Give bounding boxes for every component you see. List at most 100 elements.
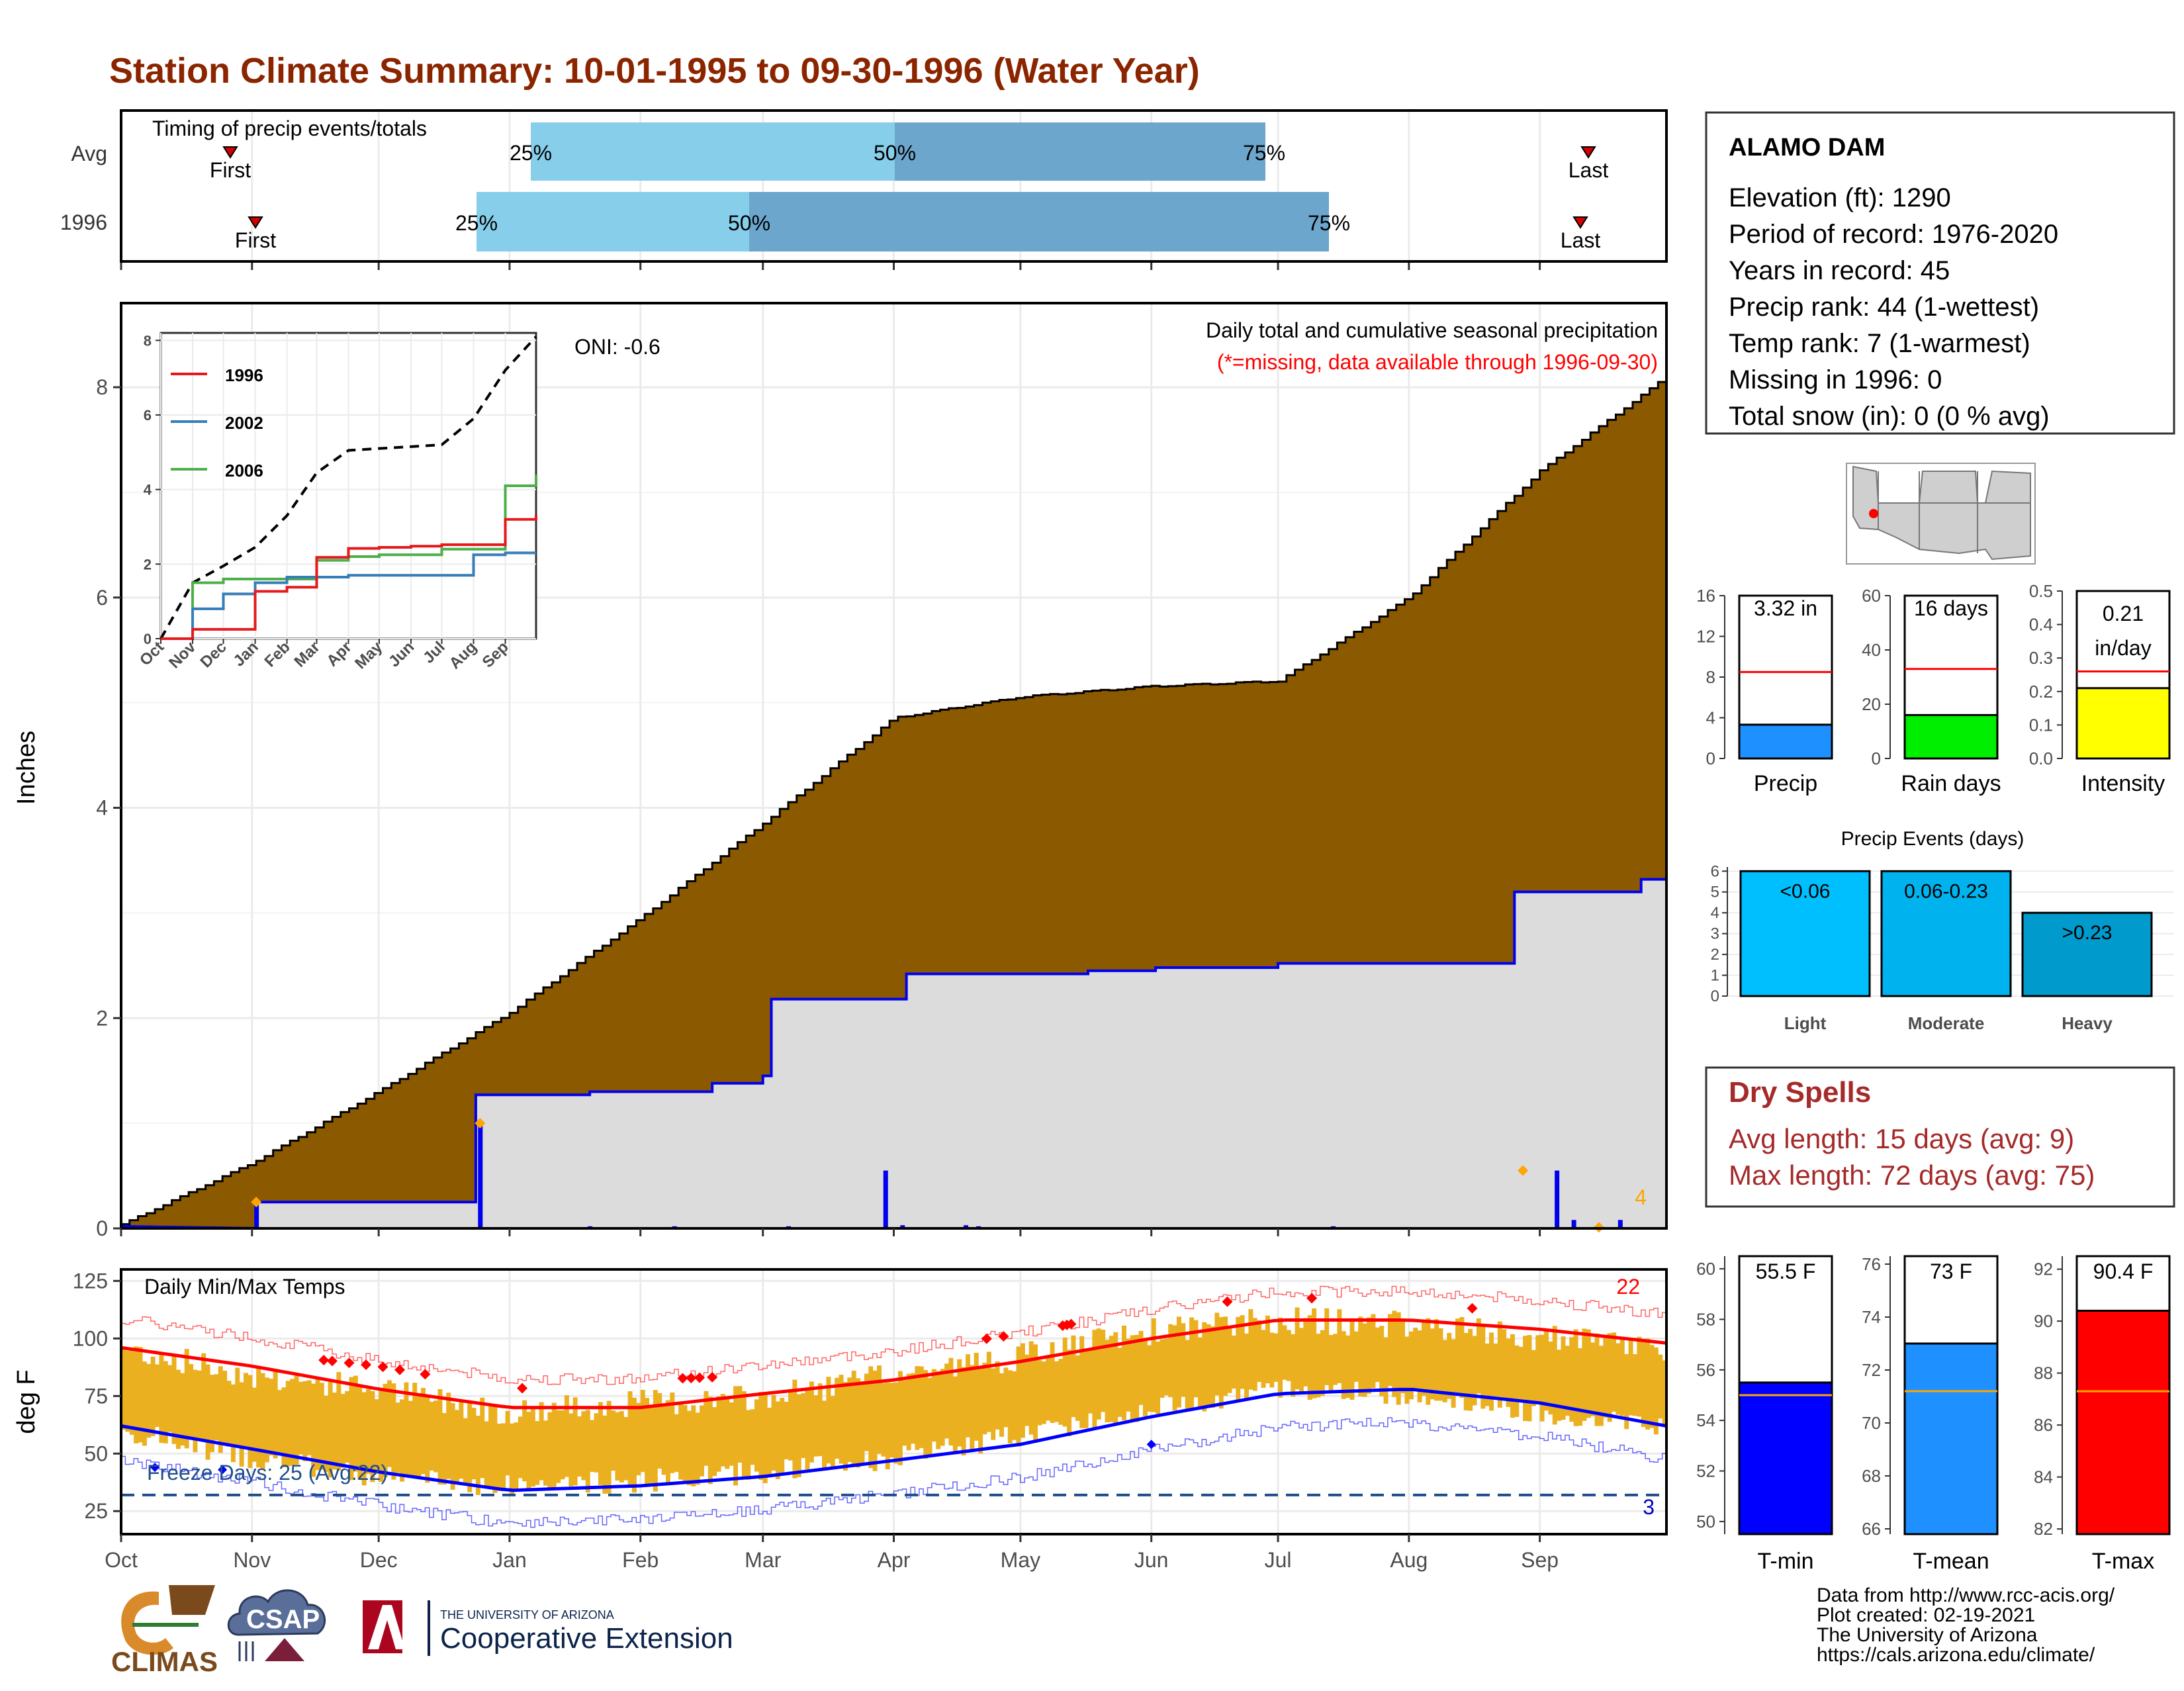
daily-temp-bar	[193, 1369, 198, 1453]
daily-temp-bar	[1303, 1318, 1308, 1387]
summary-bar-tick: 56	[1696, 1360, 1715, 1380]
daily-temp-bar	[1594, 1333, 1600, 1426]
daily-temp-bar	[1358, 1316, 1363, 1396]
station-line: Precip rank: 44 (1-wettest)	[1729, 293, 2039, 322]
summary-bar-value	[1738, 723, 1833, 760]
timing-label: Timing of precip events/totals	[152, 116, 427, 140]
daily-precip-bar	[883, 1170, 888, 1228]
summary-bar-tick: 86	[2034, 1415, 2053, 1435]
daily-temp-bar	[725, 1397, 730, 1469]
daily-temp-bar	[256, 1367, 261, 1468]
daily-temp-bar	[1160, 1339, 1165, 1398]
daily-temp-bar	[281, 1387, 287, 1467]
summary-bar-tick: 82	[2034, 1519, 2053, 1539]
daily-temp-bar	[572, 1397, 578, 1486]
daily-temp-bar	[1379, 1326, 1385, 1396]
dry-spells-title: Dry Spells	[1729, 1076, 1871, 1109]
precip-ytick: 4	[96, 796, 108, 820]
daily-temp-bar	[121, 1348, 126, 1430]
record-low-line	[121, 1417, 1666, 1528]
temp-ytick: 100	[73, 1326, 108, 1350]
daily-temp-bar	[1075, 1355, 1080, 1421]
daily-precip-bar	[1617, 1220, 1623, 1228]
event-bar	[1880, 870, 2012, 997]
daily-temp-bar	[450, 1403, 455, 1490]
daily-temp-bar	[931, 1369, 936, 1442]
daily-temp-bar	[991, 1368, 996, 1440]
daily-temp-bar	[995, 1361, 1000, 1430]
summary-bar-label: T-mean	[1913, 1549, 1989, 1574]
event-bar	[1739, 870, 1871, 997]
daily-temp-bar	[1020, 1343, 1025, 1438]
daily-temp-bar	[1218, 1317, 1224, 1409]
daily-temp-bar	[758, 1392, 764, 1481]
daily-temp-bar	[948, 1357, 954, 1446]
daily-temp-bar	[1105, 1340, 1110, 1423]
record-high-marker	[420, 1369, 431, 1380]
record-high-marker	[686, 1373, 697, 1384]
daily-temp-bar	[1223, 1316, 1228, 1396]
record-high-marker	[1222, 1296, 1233, 1307]
daily-temp-bar	[1138, 1331, 1144, 1405]
daily-temp-bar	[649, 1405, 654, 1486]
daily-temp-bar	[801, 1393, 806, 1459]
record-high-marker	[1066, 1318, 1077, 1330]
daily-temp-bar	[678, 1402, 684, 1480]
summary-bar-value	[2075, 687, 2171, 760]
daily-temp-bar	[881, 1383, 886, 1457]
record-low-marker	[150, 1463, 160, 1473]
freeze-days-count: 3	[1643, 1495, 1655, 1519]
locator-map	[1846, 463, 2036, 565]
daily-temp-bar	[1362, 1323, 1367, 1397]
events-ytick: 0	[1711, 987, 1719, 1005]
summary-bar-tick: 16	[1696, 586, 1715, 606]
record-high-marker	[981, 1333, 992, 1344]
summary-bar-label: T-max	[2092, 1549, 2154, 1574]
daily-temp-bar	[459, 1401, 464, 1479]
event-bar	[2021, 911, 2153, 997]
inset-ytick: 6	[144, 407, 152, 424]
daily-temp-bar	[1282, 1325, 1287, 1380]
daily-temp-bar	[1142, 1339, 1148, 1416]
daily-temp-bar	[1603, 1338, 1608, 1418]
daily-temp-bar	[1261, 1330, 1266, 1388]
month-tick: Sep	[1521, 1548, 1559, 1572]
daily-temp-bar	[1557, 1349, 1562, 1421]
daily-temp-bar	[264, 1377, 269, 1463]
dry-spells-box: Dry Spells Avg length: 15 days (avg: 9) …	[1705, 1066, 2175, 1208]
daily-temp-bar	[251, 1387, 257, 1462]
daily-temp-bar	[986, 1351, 991, 1432]
daily-temp-bar	[564, 1395, 569, 1477]
timing-1996-p25: 25%	[455, 211, 498, 235]
temp-label: Daily Min/Max Temps	[144, 1275, 345, 1299]
summary-bar-tick: 40	[1862, 640, 1881, 660]
page-title: Station Climate Summary: 10-01-1995 to 0…	[109, 51, 1200, 91]
temp-panel: 25 50 75 100 125 Oct Nov Dec Jan Feb Mar Apr May Jun…	[13, 1268, 1668, 1572]
daily-temp-bar	[433, 1400, 439, 1473]
daily-temp-bar	[345, 1391, 350, 1463]
summary-bar-tick: 84	[2034, 1467, 2053, 1487]
daily-temp-bar	[1028, 1341, 1034, 1435]
daily-temp-bar	[340, 1394, 345, 1468]
daily-temp-bar	[788, 1389, 793, 1461]
daily-temp-bar	[952, 1376, 958, 1453]
inset-ytick: 2	[144, 556, 152, 572]
daily-temp-bar	[492, 1406, 498, 1493]
precip-panel: 0 2 4 6 8 Inches ONI: -0.6 Daily total and c…	[13, 302, 1668, 1240]
precip-ytick: 6	[96, 586, 108, 610]
daily-temp-bar	[1615, 1343, 1621, 1415]
summary-bar-tick: 58	[1696, 1309, 1715, 1329]
daily-temp-bar	[1367, 1317, 1372, 1394]
month-tick: Oct	[105, 1548, 138, 1572]
daily-temp-bar	[205, 1364, 210, 1460]
daily-temp-bar	[695, 1412, 700, 1485]
record-high-marker	[1306, 1293, 1318, 1304]
daily-temp-bar	[1480, 1324, 1486, 1409]
summary-bar-text: 73 F	[1930, 1259, 1972, 1283]
summary-bar-tick: 0	[1872, 749, 1881, 768]
daily-temp-bar	[1007, 1370, 1013, 1444]
daily-temp-bar	[1134, 1334, 1140, 1422]
station-line: Elevation (ft): 1290	[1729, 183, 1951, 212]
record-high-marker	[394, 1364, 406, 1375]
daily-precip-bar	[900, 1225, 905, 1228]
